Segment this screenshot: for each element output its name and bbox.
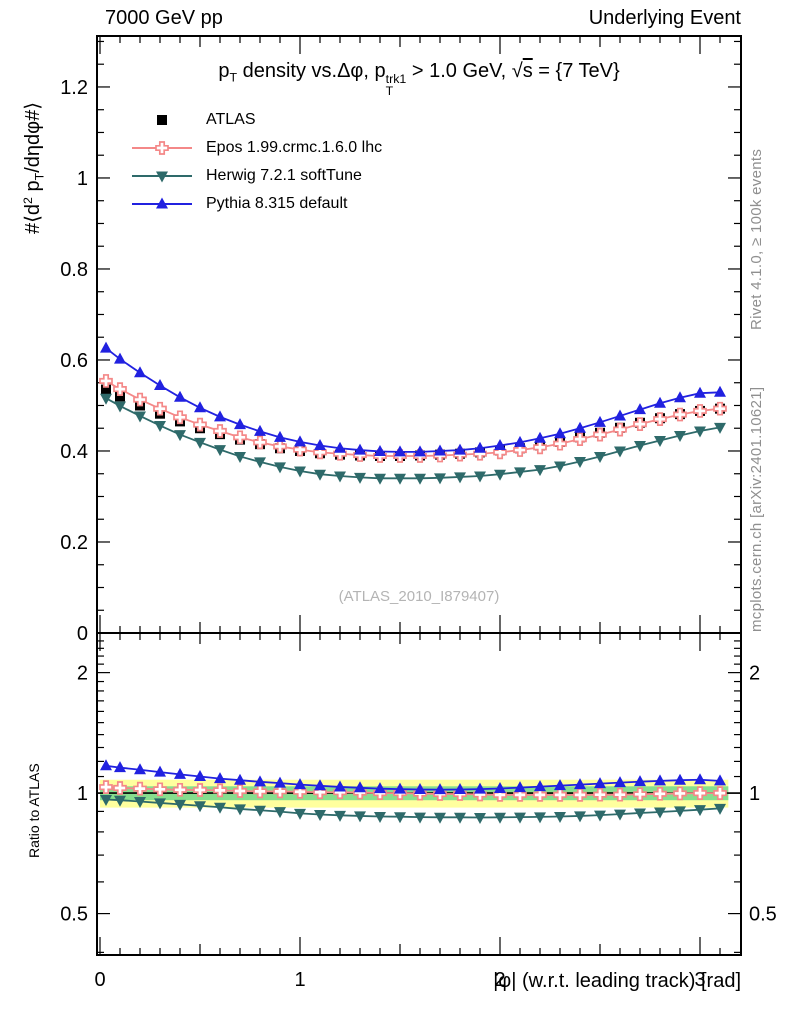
svg-text:3: 3 bbox=[694, 969, 705, 991]
ratio-y-axis-label: Ratio to ATLAS bbox=[26, 763, 42, 858]
plot-title: pT density vs.Δφ, p trk1 T > 1.0 GeV, √s =… bbox=[218, 60, 620, 98]
svg-text:0: 0 bbox=[77, 623, 88, 645]
svg-text:1: 1 bbox=[294, 969, 305, 991]
mcplots-reference-note: mcplots.cern.ch [arXiv:2401.10621] bbox=[748, 386, 765, 632]
analysis-id-watermark: (ATLAS_2010_I879407) bbox=[338, 588, 500, 605]
legend: ATLAS Epos 1.99.crmc.1.6.0 lhc Herwig 7.… bbox=[130, 106, 382, 218]
svg-text:2: 2 bbox=[749, 663, 760, 685]
analysis-group-label: Underlying Event bbox=[588, 7, 741, 29]
legend-row-herwig: Herwig 7.2.1 softTune bbox=[130, 162, 382, 190]
y-axis-label: #⟨d2 pT/dηdφ#⟩ bbox=[21, 101, 47, 234]
pythia-marker-icon bbox=[132, 197, 192, 209]
legend-row-pythia: Pythia 8.315 default bbox=[130, 190, 382, 218]
svg-text:1.2: 1.2 bbox=[60, 77, 88, 99]
legend-label-atlas: ATLAS bbox=[206, 111, 256, 128]
svg-text:2: 2 bbox=[77, 663, 88, 685]
svg-text:0: 0 bbox=[94, 969, 105, 991]
svg-text:0.2: 0.2 bbox=[60, 532, 88, 554]
svg-text:1: 1 bbox=[77, 783, 88, 805]
svg-text:0.5: 0.5 bbox=[60, 904, 88, 926]
svg-text:0.5: 0.5 bbox=[749, 904, 777, 926]
legend-label-herwig: Herwig 7.2.1 softTune bbox=[206, 167, 362, 184]
x-axis-label: |φ| (w.r.t. leading track) [rad] bbox=[493, 970, 741, 992]
legend-label-pythia: Pythia 8.315 default bbox=[206, 195, 348, 212]
rivet-version-note: Rivet 4.1.0, ≥ 100k events bbox=[748, 148, 765, 330]
legend-label-epos: Epos 1.99.crmc.1.6.0 lhc bbox=[206, 139, 383, 156]
herwig-marker-icon bbox=[132, 171, 192, 183]
svg-text:1: 1 bbox=[77, 168, 88, 190]
svg-text:0.8: 0.8 bbox=[60, 259, 88, 281]
svg-text:2: 2 bbox=[494, 969, 505, 991]
beam-energy-label: 7000 GeV pp bbox=[105, 7, 223, 29]
svg-text:0.6: 0.6 bbox=[60, 350, 88, 372]
legend-row-epos: Epos 1.99.crmc.1.6.0 lhc bbox=[130, 134, 382, 162]
epos-marker-icon bbox=[132, 141, 192, 155]
legend-row-atlas: ATLAS bbox=[130, 106, 382, 134]
svg-text:0.4: 0.4 bbox=[60, 441, 88, 463]
atlas-marker-icon bbox=[157, 115, 167, 125]
svg-text:1: 1 bbox=[749, 783, 760, 805]
